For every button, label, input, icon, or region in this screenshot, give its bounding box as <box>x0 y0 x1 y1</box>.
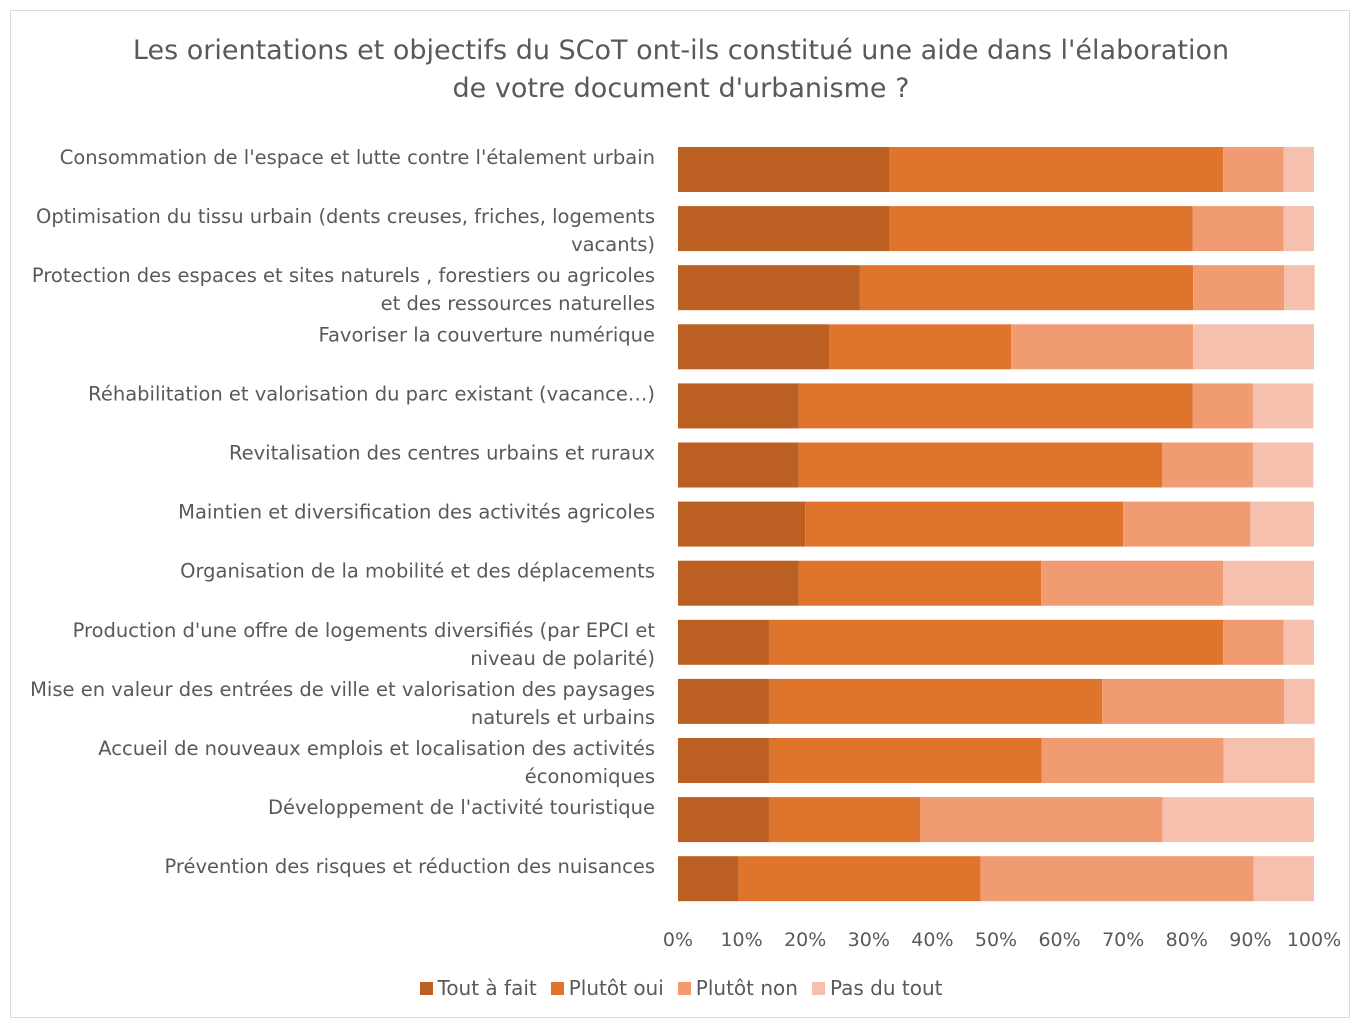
category-label: Protection des espaces et sites naturels… <box>32 264 655 315</box>
bar-segment-13-2 <box>738 856 981 902</box>
x-tick-label: 10% <box>720 929 762 951</box>
bar-segment-10-3 <box>1102 678 1285 724</box>
chart-frame <box>10 10 1350 1018</box>
bar-segment-13-1 <box>678 856 739 902</box>
chart-legend: Tout à fait Plutôt oui Plutôt non Pas du to… <box>0 976 1362 1000</box>
bar-segment-11-4 <box>1223 738 1315 783</box>
category-label: Optimisation du tissu urbain (dents creu… <box>36 205 655 256</box>
bar-segment-2-3 <box>1192 206 1284 252</box>
x-tick-label: 40% <box>911 929 953 951</box>
bar-segment-5-2 <box>798 383 1193 429</box>
bar-segment-3-3 <box>1193 265 1285 311</box>
legend-item: Tout à fait <box>419 976 537 1000</box>
bar-segment-12-2 <box>768 797 921 843</box>
category-label: Réhabilitation et valorisation du parc e… <box>88 382 655 405</box>
bar-segment-2-4 <box>1283 206 1314 252</box>
x-tick-label: 100% <box>1287 929 1341 951</box>
bar-segment-1-3 <box>1223 147 1284 192</box>
legend-item: Pas du tout <box>811 976 943 1000</box>
category-label: Consommation de l'espace et lutte contre… <box>60 146 655 169</box>
legend-swatch <box>550 981 564 995</box>
bar-segment-5-4 <box>1252 383 1314 429</box>
bar-segment-10-4 <box>1284 678 1315 724</box>
bar-segment-6-2 <box>798 442 1162 488</box>
legend-label: Tout à fait <box>437 976 537 1000</box>
bar-segment-4-2 <box>829 324 1012 370</box>
bar-segment-7-3 <box>1123 501 1251 547</box>
bar-segment-8-2 <box>798 560 1042 606</box>
bar-segment-1-1 <box>678 147 890 192</box>
category-label: Développement de l'activité touristique <box>268 796 655 819</box>
legend-item: Plutôt oui <box>550 976 664 1000</box>
bar-segment-13-4 <box>1253 856 1314 902</box>
bar-segment-11-1 <box>678 738 769 783</box>
bar-segment-9-1 <box>678 619 769 665</box>
legend-swatch <box>677 981 691 995</box>
chart-title-line-1: Les orientations et objectifs du SCoT on… <box>132 35 1230 66</box>
bar-segment-13-3 <box>980 856 1254 902</box>
bar-segment-9-4 <box>1283 619 1314 665</box>
x-tick-label: 50% <box>975 929 1017 951</box>
bar-segment-12-1 <box>678 797 769 843</box>
bar-segment-5-1 <box>678 383 799 429</box>
bar-segment-9-3 <box>1223 619 1284 665</box>
category-label: Production d'une offre de logements dive… <box>73 619 656 670</box>
bar-segment-10-1 <box>678 678 769 724</box>
x-tick-label: 60% <box>1038 929 1080 951</box>
bar-segment-7-4 <box>1250 501 1314 547</box>
legend-label: Pas du tout <box>829 976 943 1000</box>
bar-segment-1-4 <box>1283 147 1314 192</box>
bar-segment-6-1 <box>678 442 799 488</box>
bar-segment-12-4 <box>1162 797 1314 843</box>
x-tick-label: 80% <box>1166 929 1208 951</box>
x-tick-label: 30% <box>848 929 890 951</box>
category-label: Mise en valeur des entrées de ville et v… <box>30 678 655 729</box>
bar-segment-12-3 <box>920 797 1163 843</box>
legend-label: Plutôt oui <box>568 976 664 1000</box>
bar-segment-3-1 <box>678 265 860 311</box>
bar-segment-3-4 <box>1284 265 1315 311</box>
bar-segment-8-3 <box>1041 560 1224 606</box>
chart-title: Les orientations et objectifs du SCoT on… <box>0 32 1362 108</box>
bar-segment-5-3 <box>1192 383 1253 429</box>
legend-item: Plutôt non <box>677 976 798 1000</box>
category-label: Prévention des risques et réduction des … <box>164 855 655 878</box>
category-label: Maintien et diversification des activité… <box>178 501 655 524</box>
bar-segment-7-2 <box>805 501 1124 547</box>
bar-segment-8-4 <box>1223 560 1314 606</box>
bar-segment-2-1 <box>678 206 890 252</box>
category-label: Revitalisation des centres urbains et ru… <box>229 442 655 465</box>
legend-swatch <box>419 981 433 995</box>
bar-segment-4-4 <box>1193 324 1314 370</box>
bar-segment-10-2 <box>768 678 1103 724</box>
category-label: Accueil de nouveaux emplois et localisat… <box>98 737 655 788</box>
bar-segment-4-1 <box>678 324 830 370</box>
bar-segment-3-2 <box>859 265 1194 311</box>
category-label: Organisation de la mobilité et des dépla… <box>180 560 655 583</box>
bar-segment-1-2 <box>889 147 1224 192</box>
bar-segment-11-2 <box>768 738 1042 783</box>
x-tick-label: 0% <box>663 929 693 951</box>
bar-segment-4-3 <box>1011 324 1194 370</box>
bar-segment-2-2 <box>889 206 1193 252</box>
bar-segment-6-3 <box>1161 442 1253 488</box>
bar-segment-6-4 <box>1252 442 1314 488</box>
category-label: Favoriser la couverture numérique <box>319 323 655 346</box>
legend-swatch <box>811 981 825 995</box>
x-tick-label: 70% <box>1102 929 1144 951</box>
x-tick-label: 20% <box>784 929 826 951</box>
bar-segment-9-2 <box>768 619 1224 665</box>
bar-segment-7-1 <box>678 501 806 547</box>
chart-title-line-2: de votre document d'urbanisme ? <box>452 73 910 104</box>
legend-label: Plutôt non <box>695 976 798 1000</box>
x-tick-label: 90% <box>1229 929 1271 951</box>
bar-segment-8-1 <box>678 560 799 606</box>
bar-segment-11-3 <box>1041 738 1224 783</box>
